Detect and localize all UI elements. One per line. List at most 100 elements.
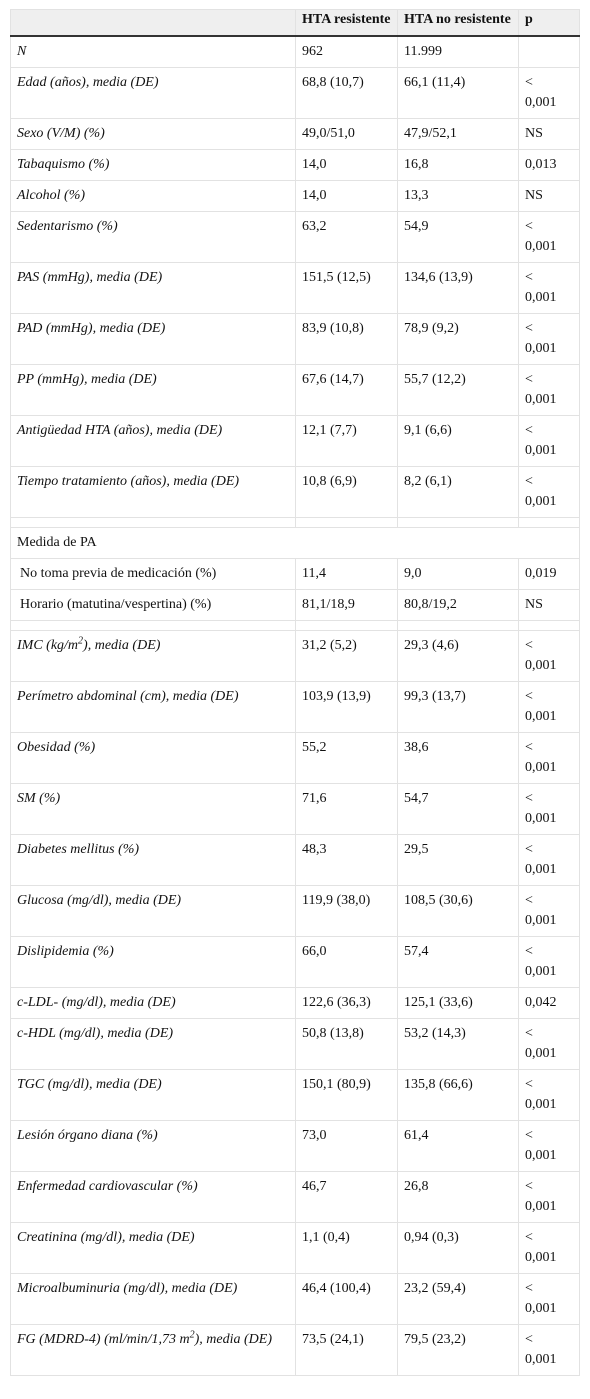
label-text: TGC (mg/dl), media (DE) <box>17 1077 162 1092</box>
table-row: Glucosa (mg/dl), media (DE) 119,9 (38,0) 1… <box>10 885 580 937</box>
row-label: c-LDL- (mg/dl), media (DE) <box>10 987 296 1019</box>
table-row: Obesidad (%) 55,2 38,6 < 0,001 <box>10 732 580 784</box>
row-label: PP (mmHg), media (DE) <box>10 364 296 416</box>
value-cell: 55,7 (12,2) <box>397 364 519 416</box>
value-cell: NS <box>518 180 580 212</box>
row-label: Perímetro abdominal (cm), media (DE) <box>10 681 296 733</box>
table-row: SM (%) 71,6 54,7 < 0,001 <box>10 783 580 835</box>
row-label: Sedentarismo (%) <box>10 211 296 263</box>
label-text: c-HDL (mg/dl), media (DE) <box>17 1026 174 1041</box>
empty-cell <box>518 517 580 528</box>
value-cell: < 0,001 <box>518 1120 580 1172</box>
table-row: Creatinina (mg/dl), media (DE) 1,1 (0,4) 0… <box>10 1222 580 1274</box>
table-row: Diabetes mellitus (%) 48,3 29,5 < 0,001 <box>10 834 580 886</box>
table-row: PP (mmHg), media (DE) 67,6 (14,7) 55,7 (12… <box>10 364 580 416</box>
value-cell: 8,2 (6,1) <box>397 466 519 518</box>
value-cell: < 0,001 <box>518 885 580 937</box>
value-cell: < 0,001 <box>518 936 580 988</box>
table-body: N 962 11.999 Edad (años), media (DE) 68,8 (1… <box>10 35 580 1376</box>
value-cell: 125,1 (33,6) <box>397 987 519 1019</box>
header-cell: HTA no resistente <box>397 9 519 37</box>
row-label: Sexo (V/M) (%) <box>10 118 296 150</box>
value-cell: 151,5 (12,5) <box>295 262 398 314</box>
value-cell: 53,2 (14,3) <box>397 1018 519 1070</box>
value-cell: 12,1 (7,7) <box>295 415 398 467</box>
value-cell: 54,7 <box>397 783 519 835</box>
value-cell: 0,019 <box>518 558 580 590</box>
value-cell: 150,1 (80,9) <box>295 1069 398 1121</box>
value-cell: 10,8 (6,9) <box>295 466 398 518</box>
label-text: Antigüedad HTA (años), media (DE) <box>17 423 223 438</box>
label-text: No toma previa de medicación (%) <box>20 566 217 581</box>
value-cell: < 0,001 <box>518 1222 580 1274</box>
header-cell: HTA resistente <box>295 9 398 37</box>
value-cell: 66,1 (11,4) <box>397 67 519 119</box>
value-cell: 962 <box>295 35 398 68</box>
value-cell: 83,9 (10,8) <box>295 313 398 365</box>
row-label: Horario (matutina/vespertina) (%) <box>10 589 296 621</box>
value-cell: < 0,001 <box>518 313 580 365</box>
label-text: ), media (DE) <box>83 638 161 653</box>
value-cell: 135,8 (66,6) <box>397 1069 519 1121</box>
value-cell: 11,4 <box>295 558 398 590</box>
value-cell: 61,4 <box>397 1120 519 1172</box>
value-cell: 16,8 <box>397 149 519 181</box>
value-cell: < 0,001 <box>518 783 580 835</box>
table-row: Lesión órgano diana (%) 73,0 61,4 < 0,001 <box>10 1120 580 1172</box>
table-row: PAD (mmHg), media (DE) 83,9 (10,8) 78,9 (9… <box>10 313 580 365</box>
label-text: Tiempo tratamiento (años), media (DE) <box>17 474 240 489</box>
table-row: c-HDL (mg/dl), media (DE) 50,8 (13,8) 53,2… <box>10 1018 580 1070</box>
value-cell: 119,9 (38,0) <box>295 885 398 937</box>
label-text: ), media (DE) <box>194 1332 273 1347</box>
value-cell: 0,94 (0,3) <box>397 1222 519 1274</box>
value-cell: < 0,001 <box>518 1273 580 1325</box>
label-text: PP (mmHg), media (DE) <box>17 372 157 387</box>
value-cell: 9,1 (6,6) <box>397 415 519 467</box>
row-label: Creatinina (mg/dl), media (DE) <box>10 1222 296 1274</box>
empty-cell <box>518 620 580 631</box>
table-row: No toma previa de medicación (%) 11,4 9,0 0… <box>10 558 580 590</box>
label-text: Sexo (V/M) (%) <box>17 126 105 141</box>
table-row: IMC (kg/m2), media (DE) 31,2 (5,2) 29,3 (4… <box>10 630 580 682</box>
label-text: Sedentarismo (%) <box>17 219 118 234</box>
value-cell: 13,3 <box>397 180 519 212</box>
value-cell: 11.999 <box>397 35 519 68</box>
value-cell: 29,5 <box>397 834 519 886</box>
value-cell: 50,8 (13,8) <box>295 1018 398 1070</box>
label-text: SM (%) <box>17 791 61 806</box>
value-cell: 46,7 <box>295 1171 398 1223</box>
empty-cell <box>295 620 398 631</box>
row-label: Glucosa (mg/dl), media (DE) <box>10 885 296 937</box>
value-cell: 54,9 <box>397 211 519 263</box>
row-label: Alcohol (%) <box>10 180 296 212</box>
empty-cell <box>10 517 296 528</box>
value-cell: 63,2 <box>295 211 398 263</box>
label-text: FG (MDRD-4) (ml/min/1,73 m <box>17 1332 190 1347</box>
label-text: N <box>17 44 27 59</box>
row-label: IMC (kg/m2), media (DE) <box>10 630 296 682</box>
header-row: HTA resistente HTA no resistente p <box>10 9 580 37</box>
label-text: Perímetro abdominal (cm), media (DE) <box>17 689 239 704</box>
value-cell: 9,0 <box>397 558 519 590</box>
table-row: N 962 11.999 <box>10 35 580 68</box>
row-label: SM (%) <box>10 783 296 835</box>
value-cell: < 0,001 <box>518 364 580 416</box>
header-cell <box>10 9 296 37</box>
table-row: Tiempo tratamiento (años), media (DE) 10,… <box>10 466 580 518</box>
value-cell: 26,8 <box>397 1171 519 1223</box>
row-label: Antigüedad HTA (años), media (DE) <box>10 415 296 467</box>
empty-cell <box>397 517 519 528</box>
value-cell: 46,4 (100,4) <box>295 1273 398 1325</box>
spacer-row <box>10 517 580 528</box>
label-text: IMC (kg/m <box>17 638 79 653</box>
value-cell: < 0,001 <box>518 1018 580 1070</box>
value-cell: NS <box>518 118 580 150</box>
value-cell: 134,6 (13,9) <box>397 262 519 314</box>
value-cell: 81,1/18,9 <box>295 589 398 621</box>
value-cell: < 0,001 <box>518 1171 580 1223</box>
value-cell: < 0,001 <box>518 67 580 119</box>
label-text: Tabaquismo (%) <box>17 157 110 172</box>
table-row: Microalbuminuria (mg/dl), media (DE) 46,4… <box>10 1273 580 1325</box>
table-row: PAS (mmHg), media (DE) 151,5 (12,5) 134,6 … <box>10 262 580 314</box>
value-cell: 23,2 (59,4) <box>397 1273 519 1325</box>
